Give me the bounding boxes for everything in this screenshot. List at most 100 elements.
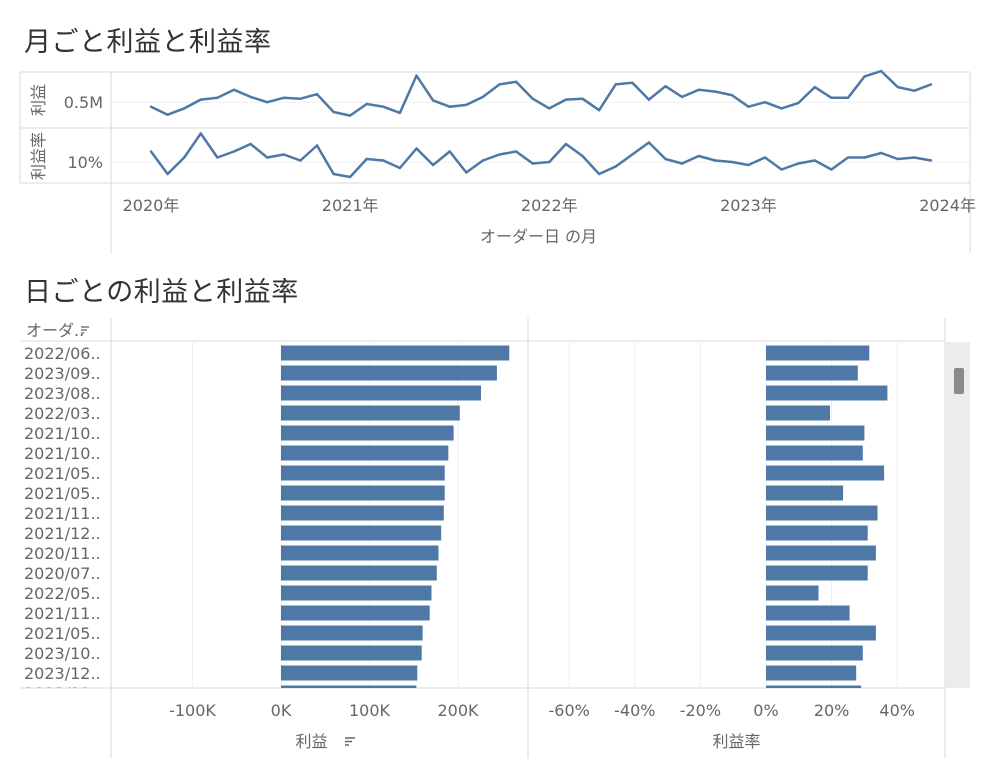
- bar-profit-ratio: [766, 685, 862, 688]
- line-point: [266, 156, 269, 159]
- line-point: [415, 147, 418, 150]
- line-point: [481, 95, 485, 99]
- line-point: [797, 162, 800, 165]
- line-point: [581, 97, 584, 100]
- bar-profit-ratio: [766, 505, 878, 521]
- line-point: [597, 109, 601, 112]
- bar-profit-ratio: [766, 445, 863, 461]
- bar-profit-ratio: [766, 365, 858, 381]
- bar-profit: [281, 385, 481, 401]
- line-point: [332, 172, 335, 176]
- bar-profit: [281, 485, 445, 501]
- bar-profit: [281, 525, 442, 541]
- line-point: [299, 97, 302, 100]
- line-point: [315, 93, 319, 96]
- bar-profit: [281, 365, 497, 381]
- line-point: [863, 75, 866, 78]
- bar-profit-ratio: [766, 665, 857, 681]
- bar-profit-ratio: [766, 545, 876, 561]
- bar-profit: [281, 665, 418, 681]
- bar-profit: [281, 465, 445, 481]
- daily-chart-title: 日ごとの利益と利益率: [24, 277, 299, 308]
- monthly-chart-title: 月ごと利益と利益率: [24, 27, 272, 58]
- line-point: [830, 168, 833, 171]
- line-point: [431, 99, 435, 102]
- row-category-label: 2022/06..: [24, 344, 101, 363]
- line-point: [714, 90, 717, 93]
- line-point: [531, 162, 534, 165]
- bottom-x-tick-label: -20%: [680, 701, 721, 720]
- bar-profit: [281, 545, 439, 561]
- line-point: [631, 81, 634, 84]
- bar-profit-ratio: [766, 585, 819, 601]
- bar-group: 2022/06..2023/09..2023/08..2022/03..2021…: [24, 344, 888, 703]
- top-x-tick-label: 2021年: [322, 196, 379, 215]
- line-point: [830, 96, 833, 100]
- line-point: [747, 105, 750, 108]
- row-category-label: 2023/12..: [24, 684, 101, 703]
- row-category-label: 2021/12..: [24, 524, 101, 543]
- scrollbar-thumb[interactable]: [954, 368, 964, 394]
- line-series-profit: [150, 69, 932, 117]
- row-category-label: 2021/05..: [24, 624, 101, 643]
- bar-profit: [281, 345, 510, 361]
- line-point: [664, 157, 667, 161]
- line-point: [813, 85, 816, 89]
- line-point: [880, 151, 883, 155]
- line-point: [780, 168, 783, 171]
- bar-profit-ratio: [766, 465, 885, 481]
- line-point: [183, 156, 186, 159]
- line-point: [730, 160, 734, 164]
- top-row-label: 利益率: [29, 132, 48, 180]
- line-point: [514, 80, 518, 84]
- bottom-x-tick-label: -100K: [169, 701, 216, 720]
- line-point: [249, 95, 252, 99]
- line-point: [249, 142, 252, 146]
- line-point: [166, 172, 169, 176]
- line-point: [747, 163, 750, 167]
- line-point: [581, 154, 584, 158]
- line-point: [763, 156, 767, 159]
- bar-profit: [281, 425, 454, 441]
- line-point: [548, 107, 551, 110]
- line-point: [597, 172, 601, 176]
- row-category-label: 2023/09..: [24, 364, 101, 383]
- line-point: [216, 96, 219, 100]
- line-point: [880, 69, 883, 73]
- bar-profit-ratio: [766, 345, 870, 361]
- row-category-label: 2021/11..: [24, 604, 101, 623]
- bottom-x-tick-label: -60%: [549, 701, 590, 720]
- bar-profit: [281, 645, 422, 661]
- row-category-label: 2021/10..: [24, 444, 101, 463]
- line-point: [332, 110, 335, 114]
- line-point: [216, 156, 219, 159]
- row-category-label: 2021/11..: [24, 504, 101, 523]
- line-point: [896, 85, 899, 89]
- top-x-tick-label: 2020年: [123, 196, 180, 215]
- row-category-label: 2022/03..: [24, 404, 101, 423]
- line-point: [763, 101, 767, 104]
- line-point: [382, 105, 385, 108]
- vertical-scrollbar[interactable]: [946, 342, 970, 688]
- line-point: [913, 89, 916, 92]
- line-point: [697, 154, 700, 158]
- row-category-label: 2021/05..: [24, 484, 101, 503]
- line-point: [199, 98, 202, 101]
- bar-profit-ratio: [766, 385, 888, 401]
- bar-profit-ratio: [766, 525, 868, 541]
- line-point: [846, 96, 850, 100]
- line-point: [514, 150, 518, 153]
- line-point: [465, 171, 468, 174]
- line-point: [232, 88, 236, 92]
- line-point: [481, 159, 485, 162]
- line-point: [166, 113, 169, 116]
- bottom-x-tick-label: 40%: [879, 701, 915, 720]
- row-category-label: 2021/10..: [24, 424, 101, 443]
- line-point: [266, 101, 269, 104]
- line-point: [564, 142, 568, 146]
- line-point: [531, 97, 534, 100]
- line-point: [714, 159, 717, 162]
- line-point: [149, 105, 153, 108]
- row-category-label: 2020/11..: [24, 544, 101, 563]
